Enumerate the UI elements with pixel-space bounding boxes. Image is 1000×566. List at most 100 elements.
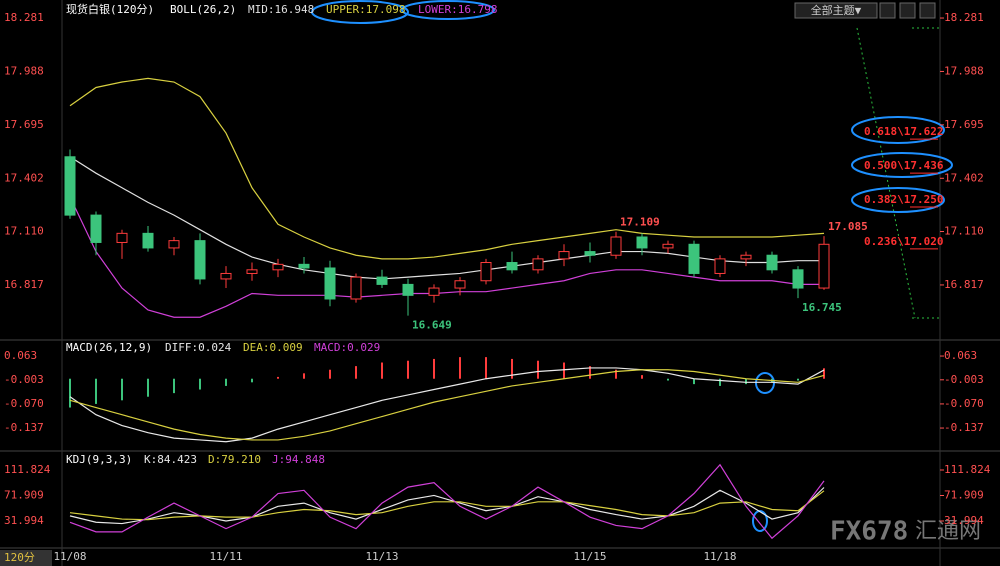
y-tick-label: 111.824 — [4, 463, 51, 476]
candle-body — [324, 267, 336, 300]
y-tick-label: 31.994 — [4, 514, 44, 527]
legend-entry: K:84.423 — [144, 453, 197, 466]
y-tick-label: 111.824 — [944, 463, 991, 476]
x-tick-label: 11/08 — [53, 550, 86, 563]
panel-title: MACD(26,12,9) — [66, 341, 152, 354]
candle-body — [636, 236, 648, 249]
indicator-line — [69, 487, 825, 525]
candle-body — [246, 269, 258, 274]
y-tick-label: 71.909 — [4, 488, 44, 501]
candle-body — [584, 251, 596, 256]
y-tick-label: 71.909 — [944, 488, 984, 501]
y-tick-label: 17.402 — [944, 171, 984, 184]
legend-entry: MID:16.948 — [248, 3, 314, 16]
candle-body — [714, 258, 726, 274]
window-button[interactable] — [899, 2, 916, 19]
fib-label: 0.618\17.622 — [864, 125, 943, 138]
candle-body — [64, 156, 76, 216]
candle-body — [194, 240, 206, 280]
fib-label: 0.382\17.250 — [864, 193, 943, 206]
panel-title: KDJ(9,3,3) — [66, 453, 132, 466]
y-tick-label: 17.402 — [4, 171, 44, 184]
period-box[interactable] — [0, 550, 52, 566]
candle-body — [428, 287, 440, 296]
candle-body — [376, 276, 388, 285]
y-tick-label: -0.003 — [944, 373, 984, 386]
legend-entry: MACD:0.029 — [314, 341, 380, 354]
window-button[interactable] — [919, 2, 936, 19]
indicator-line — [69, 196, 824, 318]
candle-body — [688, 243, 700, 274]
fib-label: 0.500\17.436 — [864, 159, 944, 172]
legend-entry: DEA:0.009 — [243, 341, 303, 354]
x-tick-label: 11/18 — [703, 550, 736, 563]
panel-title: BOLL(26,2) — [170, 3, 236, 16]
candle-body — [142, 232, 154, 249]
candle-body — [272, 263, 284, 271]
fib-trend-line — [856, 27, 916, 319]
candle-body — [298, 263, 310, 269]
legend-entry: J:94.848 — [272, 453, 325, 466]
price-label: 17.109 — [620, 216, 660, 229]
fib-label: 0.236\17.020 — [864, 235, 943, 248]
x-tick-label: 11/11 — [209, 550, 242, 563]
y-tick-label: 0.063 — [4, 349, 37, 362]
candle-body — [350, 276, 362, 300]
y-tick-label: 17.110 — [944, 225, 984, 238]
theme-button[interactable] — [794, 2, 878, 19]
price-label: 17.085 — [828, 220, 868, 233]
y-tick-label: -0.070 — [944, 397, 984, 410]
indicator-line — [69, 77, 825, 260]
instrument: 现货白银(120分) — [66, 2, 154, 16]
candle-body — [506, 262, 518, 271]
y-tick-label: 17.695 — [944, 118, 984, 131]
y-tick-label: 18.281 — [4, 11, 44, 24]
indicator-line — [69, 369, 825, 441]
y-tick-label: 17.988 — [944, 64, 984, 77]
y-tick-label: -0.137 — [4, 421, 44, 434]
y-tick-label: 0.063 — [944, 349, 977, 362]
y-tick-label: 16.817 — [4, 278, 44, 291]
theme-button-label[interactable]: 全部主题▼ — [811, 3, 862, 17]
y-tick-label: -0.070 — [4, 397, 44, 410]
price-label: 16.745 — [802, 301, 842, 314]
candle-body — [116, 232, 128, 243]
highlight — [401, 0, 495, 20]
y-tick-label: -0.137 — [944, 421, 984, 434]
highlight — [851, 187, 945, 213]
window-button[interactable] — [879, 2, 896, 19]
x-tick-label: 11/13 — [365, 550, 398, 563]
legend-entry: UPPER:17.098 — [326, 3, 405, 16]
watermark: 汇通网 — [915, 519, 981, 544]
indicator-line — [69, 367, 825, 443]
candle-body — [532, 258, 544, 271]
highlight — [851, 152, 953, 178]
y-tick-label: -0.003 — [4, 373, 44, 386]
candle-body — [818, 243, 830, 289]
candle-body — [766, 254, 778, 271]
y-tick-label: 17.110 — [4, 225, 44, 238]
indicator-line — [69, 490, 825, 521]
highlight — [311, 0, 409, 24]
candle-body — [454, 280, 466, 289]
y-tick-label: 17.988 — [4, 64, 44, 77]
legend-entry: D:79.210 — [208, 453, 261, 466]
candle-body — [558, 251, 570, 260]
candle-body — [168, 240, 180, 249]
candle-body — [662, 243, 674, 249]
candle-body — [740, 254, 752, 260]
indicator-line — [69, 463, 825, 540]
period[interactable]: 120分 — [4, 551, 35, 564]
y-tick-label: 16.817 — [944, 278, 984, 291]
legend-entry: DIFF:0.024 — [165, 341, 232, 354]
y-tick-label: 18.281 — [944, 11, 984, 24]
candle-body — [792, 269, 804, 289]
y-tick-label: 31.994 — [944, 514, 984, 527]
candle-body — [90, 214, 102, 243]
price-label: 16.649 — [412, 319, 452, 332]
legend-entry: LOWER:16.798 — [418, 3, 497, 16]
candle-body — [402, 283, 414, 296]
